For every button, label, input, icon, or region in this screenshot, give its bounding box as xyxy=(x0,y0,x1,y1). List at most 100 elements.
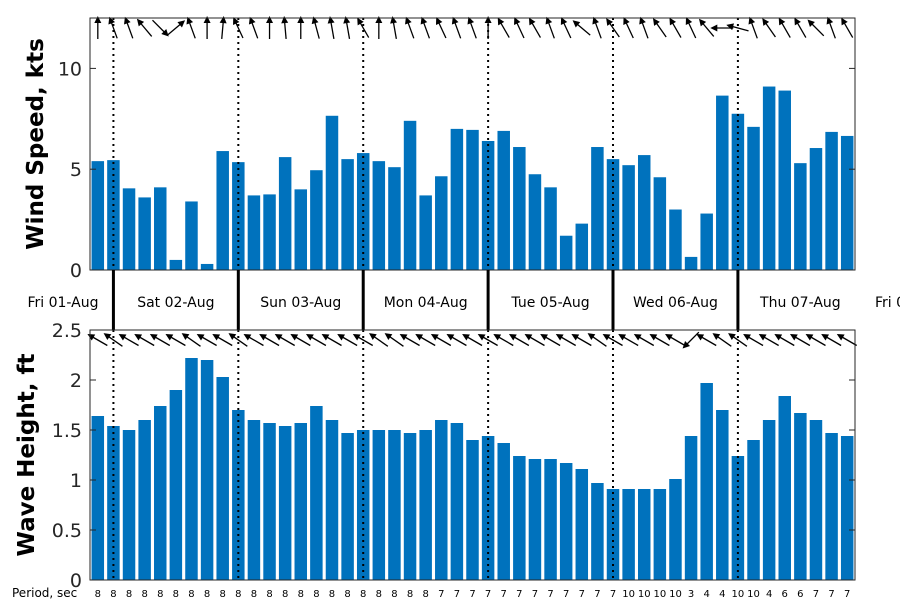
wind-bar xyxy=(278,157,292,270)
wave-direction-arrows xyxy=(87,331,858,349)
wave-direction-arrow xyxy=(149,334,171,347)
wind-speed-panel: 0 5 10 Wind Speed, kts xyxy=(23,16,856,282)
wave-bar xyxy=(154,406,167,580)
wave-direction-arrow xyxy=(728,333,748,347)
wind-direction-arrow xyxy=(281,16,289,40)
period-value: 7 xyxy=(532,589,538,600)
wind-direction-arrow xyxy=(748,16,758,39)
wave-direction-arrow xyxy=(430,334,452,347)
wind-direction-arrow xyxy=(545,16,555,39)
wave-bar xyxy=(528,459,542,580)
period-value: 10 xyxy=(638,589,651,600)
wind-direction-arrow xyxy=(219,16,227,40)
wave-bar xyxy=(263,423,276,580)
wind-speed-bars xyxy=(91,86,854,271)
wave-bar xyxy=(622,489,635,580)
period-value: 8 xyxy=(126,589,132,600)
wind-bar xyxy=(310,170,323,270)
wave-bar xyxy=(809,420,823,580)
wind-direction-arrow xyxy=(592,16,602,39)
wind-bar xyxy=(107,160,120,270)
wind-bar xyxy=(778,90,791,270)
wind-bar xyxy=(700,213,713,270)
wind-direction-arrow xyxy=(669,17,682,38)
wave-direction-arrow xyxy=(462,334,483,347)
wind-bar xyxy=(216,151,229,270)
wind-direction-arrow xyxy=(826,16,836,39)
wind-direction-arrow xyxy=(136,18,153,37)
wind-bar xyxy=(372,161,386,270)
period-value: 10 xyxy=(653,589,666,600)
wind-tick-label: 0 xyxy=(70,260,82,282)
period-value: 3 xyxy=(688,589,694,600)
wave-bar xyxy=(247,420,261,580)
wind-bar xyxy=(294,189,308,270)
wind-tick-label: 5 xyxy=(70,159,82,181)
wave-direction-arrow xyxy=(103,333,123,347)
wind-bar xyxy=(606,159,620,270)
wind-axes-box xyxy=(89,17,856,271)
wave-bar xyxy=(669,479,682,580)
period-value: 8 xyxy=(173,589,179,600)
wind-bar xyxy=(653,177,667,270)
wave-direction-arrow xyxy=(836,334,858,347)
wind-direction-arrow xyxy=(327,16,335,39)
wave-bar xyxy=(513,456,526,580)
wind-direction-arrow xyxy=(639,16,649,39)
wind-direction-arrow xyxy=(405,16,415,39)
wind-direction-arrow xyxy=(357,17,370,38)
period-value: 7 xyxy=(563,589,569,600)
wind-direction-arrow xyxy=(451,16,462,39)
day-labels-row: Fri 01-Aug Sat 02-Aug Sun 03-Aug Mon 04-Aug… xyxy=(27,270,900,330)
period-value: 7 xyxy=(516,589,522,600)
period-value: 7 xyxy=(469,589,475,600)
wave-direction-arrow xyxy=(290,334,311,347)
period-value: 8 xyxy=(235,589,241,600)
period-value: 8 xyxy=(422,589,428,600)
wave-direction-arrow xyxy=(321,334,342,347)
wave-direction-arrow xyxy=(399,334,420,347)
wind-bar xyxy=(591,147,604,270)
wave-direction-arrow xyxy=(633,334,655,347)
wave-height-bars xyxy=(91,358,854,580)
wind-direction-arrow xyxy=(762,18,776,38)
wind-bar xyxy=(684,256,698,270)
wind-direction-arrow xyxy=(390,16,398,39)
wave-direction-arrow xyxy=(789,334,811,347)
period-value: 8 xyxy=(110,589,116,600)
wave-tick-label: 0 xyxy=(70,570,82,592)
wind-bar xyxy=(419,195,432,270)
wave-direction-arrow xyxy=(682,331,700,349)
wind-direction-arrow xyxy=(606,18,620,38)
wind-bar xyxy=(263,194,276,270)
wave-bar xyxy=(559,463,573,580)
wind-direction-arrow xyxy=(203,16,211,39)
wave-y-ticks: 0 0.5 1 1.5 2 2.5 xyxy=(52,320,855,592)
wind-bar xyxy=(669,209,682,270)
period-value: 7 xyxy=(454,589,460,600)
period-value: 8 xyxy=(251,589,257,600)
wind-direction-arrow xyxy=(152,19,169,37)
period-value: 8 xyxy=(266,589,272,600)
wave-direction-arrow xyxy=(540,334,561,347)
wave-y-axis-label: Wave Height, ft xyxy=(14,354,40,557)
wind-bar xyxy=(622,165,635,270)
wave-direction-arrow xyxy=(821,334,842,347)
wave-bar xyxy=(575,469,589,580)
wind-bar xyxy=(637,155,651,270)
wind-direction-arrow xyxy=(514,17,525,39)
period-value: 8 xyxy=(220,589,226,600)
period-value: 8 xyxy=(313,589,319,600)
wave-direction-arrow xyxy=(212,334,233,347)
wind-bar xyxy=(840,135,854,270)
wind-direction-arrow xyxy=(311,16,320,39)
wave-direction-arrow xyxy=(384,333,404,347)
wave-bar xyxy=(466,440,479,580)
wave-direction-arrow xyxy=(228,333,248,347)
wave-bar xyxy=(294,423,308,580)
wave-bar xyxy=(232,410,245,580)
wave-direction-arrow xyxy=(87,334,108,347)
wind-direction-arrow xyxy=(560,17,572,39)
